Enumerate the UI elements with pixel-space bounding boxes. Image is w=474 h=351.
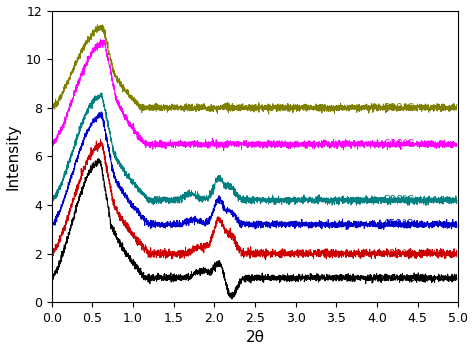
- Text: 400℃: 400℃: [383, 249, 414, 259]
- as prep: [50, 273, 55, 277]
- Text: 600℃: 600℃: [383, 139, 414, 149]
- 800℃: [50, 106, 55, 110]
- as prep: [96, 159, 101, 164]
- 400℃: [222, 227, 228, 231]
- Line: 600℃: 600℃: [53, 39, 457, 151]
- Text: 450℃: 450℃: [383, 219, 414, 229]
- Text: 800℃: 800℃: [383, 103, 414, 113]
- Line: 800℃: 800℃: [53, 25, 457, 114]
- 500℃: [205, 198, 210, 202]
- as prep: [120, 247, 126, 251]
- 800℃: [205, 105, 210, 109]
- Line: 500℃: 500℃: [53, 93, 457, 205]
- 500℃: [222, 184, 228, 188]
- 450℃: [205, 221, 210, 226]
- 450℃: [222, 207, 228, 211]
- 800℃: [95, 23, 100, 27]
- 600℃: [454, 142, 460, 146]
- 600℃: [221, 148, 227, 153]
- 500℃: [96, 93, 101, 97]
- 400℃: [403, 250, 409, 254]
- as prep: [454, 276, 460, 280]
- 800℃: [454, 102, 460, 106]
- Line: 450℃: 450℃: [53, 112, 457, 230]
- 500℃: [99, 91, 105, 95]
- 800℃: [266, 112, 272, 116]
- 600℃: [205, 143, 210, 147]
- 400℃: [50, 248, 55, 252]
- 500℃: [120, 166, 126, 171]
- 600℃: [98, 37, 103, 41]
- 500℃: [447, 195, 452, 199]
- as prep: [403, 277, 409, 282]
- 800℃: [447, 110, 452, 114]
- as prep: [205, 271, 210, 276]
- 400℃: [98, 137, 103, 141]
- Line: 400℃: 400℃: [53, 139, 457, 260]
- Text: as prep: as prep: [383, 273, 422, 283]
- 800℃: [96, 24, 101, 28]
- 400℃: [205, 244, 210, 248]
- 600℃: [447, 140, 452, 145]
- X-axis label: 2θ: 2θ: [246, 330, 264, 345]
- 400℃: [263, 258, 268, 262]
- as prep: [447, 275, 452, 279]
- Text: 500℃: 500℃: [383, 195, 414, 205]
- 450℃: [454, 225, 460, 229]
- 400℃: [120, 219, 126, 223]
- 800℃: [222, 106, 228, 110]
- Line: as prep: as prep: [53, 159, 457, 299]
- 600℃: [50, 141, 55, 145]
- 500℃: [50, 196, 55, 200]
- 450℃: [120, 192, 126, 196]
- 400℃: [454, 255, 460, 259]
- 600℃: [96, 44, 101, 48]
- as prep: [222, 278, 228, 283]
- 450℃: [98, 110, 104, 114]
- 450℃: [344, 227, 349, 232]
- 500℃: [423, 203, 429, 207]
- 600℃: [222, 141, 228, 146]
- 450℃: [50, 217, 55, 221]
- 450℃: [447, 224, 452, 229]
- 450℃: [96, 113, 101, 117]
- 500℃: [402, 198, 408, 202]
- 500℃: [454, 199, 460, 204]
- 800℃: [403, 108, 409, 112]
- 600℃: [403, 140, 409, 145]
- Y-axis label: Intensity: Intensity: [6, 123, 20, 190]
- 450℃: [403, 224, 409, 228]
- 400℃: [96, 142, 101, 146]
- 400℃: [447, 250, 452, 254]
- 800℃: [120, 90, 126, 94]
- as prep: [95, 157, 101, 161]
- 600℃: [120, 110, 126, 114]
- as prep: [229, 297, 235, 301]
